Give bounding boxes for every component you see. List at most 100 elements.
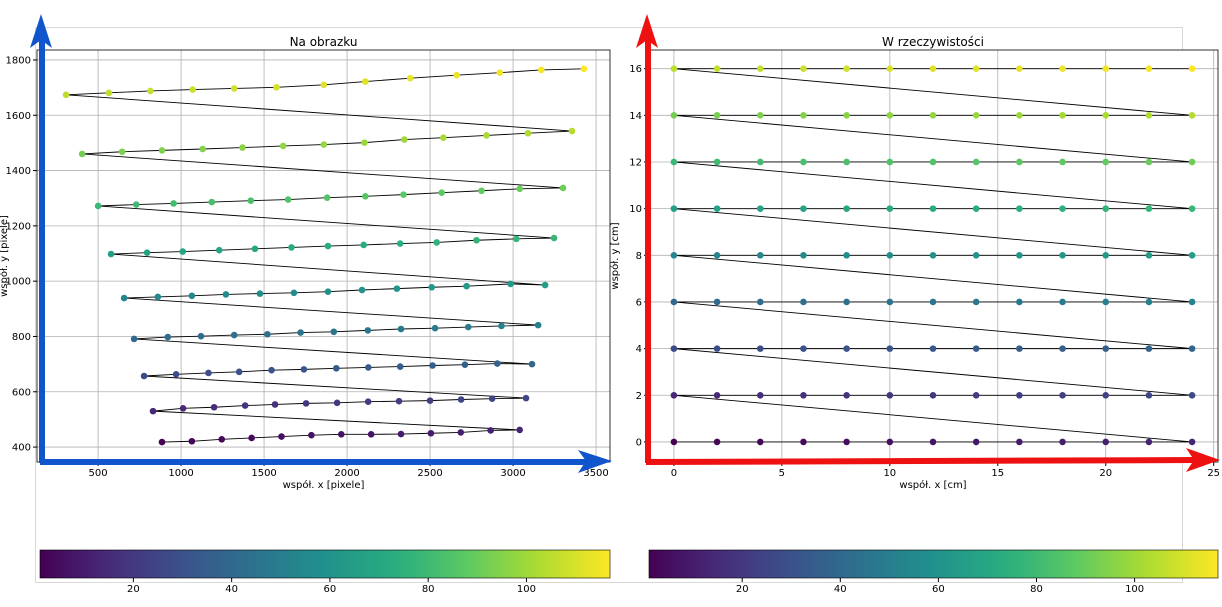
colorbar-tick-label: 40 bbox=[834, 584, 847, 595]
y-tick-label: 1200 bbox=[6, 221, 31, 232]
point bbox=[1102, 345, 1110, 352]
x-tick-label: 5 bbox=[779, 468, 785, 479]
point bbox=[843, 252, 850, 259]
point bbox=[670, 438, 678, 446]
point bbox=[498, 322, 505, 330]
point bbox=[1059, 391, 1066, 399]
point bbox=[320, 81, 328, 89]
point bbox=[362, 78, 369, 85]
point bbox=[843, 345, 850, 352]
point bbox=[972, 65, 980, 72]
point bbox=[78, 150, 86, 158]
point bbox=[496, 69, 504, 76]
colorbar-tick-label: 80 bbox=[422, 584, 435, 595]
point bbox=[406, 74, 414, 82]
colorbar-tick-label: 20 bbox=[736, 584, 749, 595]
point bbox=[205, 369, 212, 377]
point bbox=[1059, 205, 1066, 212]
point bbox=[1145, 65, 1153, 72]
point bbox=[843, 65, 850, 72]
point bbox=[516, 185, 524, 193]
y-tick-label: 800 bbox=[12, 332, 31, 343]
point bbox=[284, 196, 292, 203]
point bbox=[1145, 205, 1153, 212]
point bbox=[256, 290, 264, 297]
y-tick-label: 1400 bbox=[6, 166, 31, 177]
point bbox=[488, 395, 496, 402]
point bbox=[427, 429, 435, 437]
y-axis-label: współ. y [cm] bbox=[609, 222, 621, 289]
point bbox=[483, 132, 490, 139]
point bbox=[154, 293, 162, 301]
point bbox=[1188, 345, 1196, 352]
point bbox=[756, 65, 764, 72]
point bbox=[473, 236, 480, 244]
point bbox=[440, 134, 447, 141]
point bbox=[568, 127, 576, 135]
point bbox=[1102, 158, 1110, 166]
point bbox=[1059, 158, 1066, 166]
point bbox=[756, 112, 764, 119]
point bbox=[670, 112, 678, 119]
point bbox=[1059, 298, 1066, 306]
chart-title: W rzeczywistości bbox=[882, 35, 984, 49]
point bbox=[800, 112, 807, 119]
point bbox=[308, 431, 315, 439]
point bbox=[433, 239, 441, 246]
point bbox=[843, 205, 850, 212]
point bbox=[1016, 112, 1023, 119]
point bbox=[522, 394, 530, 402]
point bbox=[843, 158, 850, 166]
point bbox=[431, 324, 439, 332]
x-tick-label: 15 bbox=[991, 468, 1004, 479]
point bbox=[929, 345, 937, 352]
point bbox=[62, 91, 70, 99]
x-tick-label: 0 bbox=[671, 468, 677, 479]
point bbox=[1145, 345, 1153, 352]
point bbox=[1145, 158, 1153, 166]
point bbox=[360, 241, 367, 249]
y-tick-label: 8 bbox=[636, 251, 642, 262]
x-tick-label: 20 bbox=[1099, 468, 1112, 479]
x-tick-label: 1500 bbox=[251, 468, 276, 479]
point bbox=[164, 333, 172, 341]
point bbox=[493, 360, 501, 367]
y-tick-label: 14 bbox=[629, 111, 642, 122]
point bbox=[1145, 391, 1153, 399]
point bbox=[397, 430, 405, 438]
point bbox=[1145, 252, 1153, 259]
point bbox=[218, 436, 226, 443]
point bbox=[929, 438, 937, 446]
point bbox=[1188, 158, 1196, 166]
x-axis-label: współ. x [cm] bbox=[899, 479, 966, 491]
y-tick-label: 600 bbox=[12, 387, 31, 398]
point bbox=[239, 144, 246, 151]
point bbox=[107, 250, 115, 258]
point bbox=[670, 252, 678, 259]
point bbox=[929, 205, 937, 212]
point bbox=[230, 331, 238, 339]
point bbox=[756, 345, 764, 352]
point bbox=[105, 89, 113, 97]
point bbox=[149, 407, 157, 415]
point bbox=[362, 192, 369, 200]
point bbox=[507, 280, 514, 288]
point bbox=[713, 158, 721, 166]
point bbox=[478, 187, 485, 195]
point bbox=[189, 86, 196, 93]
colorbar-tick-label: 60 bbox=[324, 584, 337, 595]
point bbox=[756, 438, 764, 446]
point bbox=[713, 345, 721, 352]
point bbox=[800, 345, 807, 352]
point bbox=[1145, 298, 1153, 306]
arrow-x-red bbox=[645, 457, 1199, 465]
point bbox=[670, 345, 678, 352]
point bbox=[324, 288, 332, 295]
point bbox=[179, 248, 187, 255]
point bbox=[1016, 158, 1023, 166]
point bbox=[1188, 65, 1196, 72]
colorbar-tick-label: 100 bbox=[1125, 584, 1144, 595]
point bbox=[143, 249, 151, 256]
point bbox=[290, 289, 298, 297]
point bbox=[288, 244, 295, 251]
